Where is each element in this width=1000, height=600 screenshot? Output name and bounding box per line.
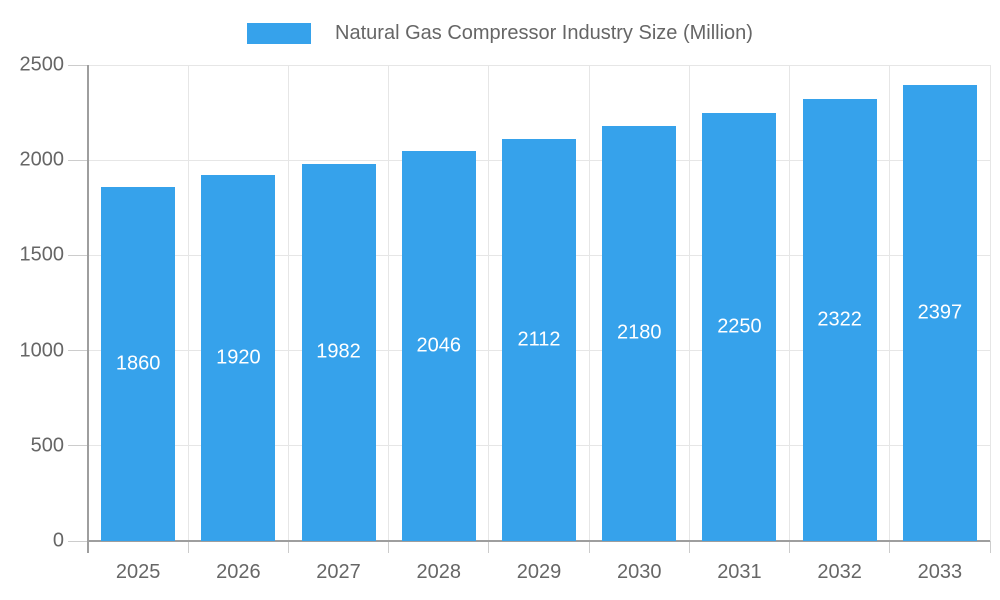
y-tick-label: 1500 [19, 243, 65, 266]
y-tick-label: 2500 [19, 53, 65, 76]
gridline-vertical [287, 65, 289, 541]
gridline-vertical [588, 65, 590, 541]
x-tick-label: 2030 [616, 561, 662, 583]
y-axis-tick [68, 540, 88, 542]
x-axis-tick [287, 541, 289, 553]
x-axis-tick [889, 541, 891, 553]
bar-2028[interactable] [401, 151, 476, 541]
gridline-horizontal [88, 64, 990, 66]
y-axis-tick [68, 64, 88, 66]
gridline-vertical [889, 65, 891, 541]
legend-swatch [247, 22, 312, 44]
y-tick-label: 2000 [19, 148, 65, 171]
x-tick-label: 2032 [817, 561, 862, 583]
legend-label: Natural Gas Compressor Industry Size (Mi… [335, 21, 753, 44]
bar-2030[interactable] [602, 125, 677, 541]
x-axis-tick [989, 541, 991, 553]
y-tick-label: 0 [52, 529, 64, 552]
x-tick-label: 2028 [416, 561, 462, 583]
bar-2031[interactable] [702, 112, 777, 541]
bar-2032[interactable] [802, 98, 877, 541]
gridline-vertical [187, 65, 189, 541]
gridline-vertical [789, 65, 791, 541]
x-axis-tick [789, 541, 791, 553]
x-tick-label: 2025 [115, 561, 161, 583]
x-tick-label: 2031 [717, 561, 762, 583]
gridline-vertical [488, 65, 490, 541]
x-tick-label: 2027 [316, 561, 361, 583]
y-axis-tick [68, 445, 88, 447]
x-axis-tick [688, 541, 690, 553]
gridline-vertical [688, 65, 690, 541]
y-axis-tick [68, 350, 88, 352]
bar-2027[interactable] [301, 163, 376, 541]
x-axis-tick [388, 541, 390, 553]
y-tick-label: 500 [30, 434, 64, 457]
gridline-vertical [388, 65, 390, 541]
gridline-vertical [989, 65, 991, 541]
x-axis-tick [488, 541, 490, 553]
x-tick-label: 2026 [216, 561, 261, 583]
y-axis-tick [68, 254, 88, 256]
x-axis-line [88, 540, 990, 542]
bar-2025[interactable] [101, 186, 176, 541]
bar-2033[interactable] [902, 84, 977, 541]
chart-legend[interactable]: Natural Gas Compressor Industry Size (Mi… [0, 14, 1000, 52]
x-axis-tick [187, 541, 189, 553]
x-tick-label: 2033 [917, 561, 963, 583]
y-axis-tick [68, 159, 88, 161]
y-tick-label: 1000 [19, 339, 65, 362]
x-axis-tick [588, 541, 590, 553]
bar-2029[interactable] [502, 138, 576, 541]
y-axis-line [87, 65, 89, 553]
bar-2026[interactable] [201, 175, 276, 541]
x-tick-label: 2029 [516, 561, 562, 583]
